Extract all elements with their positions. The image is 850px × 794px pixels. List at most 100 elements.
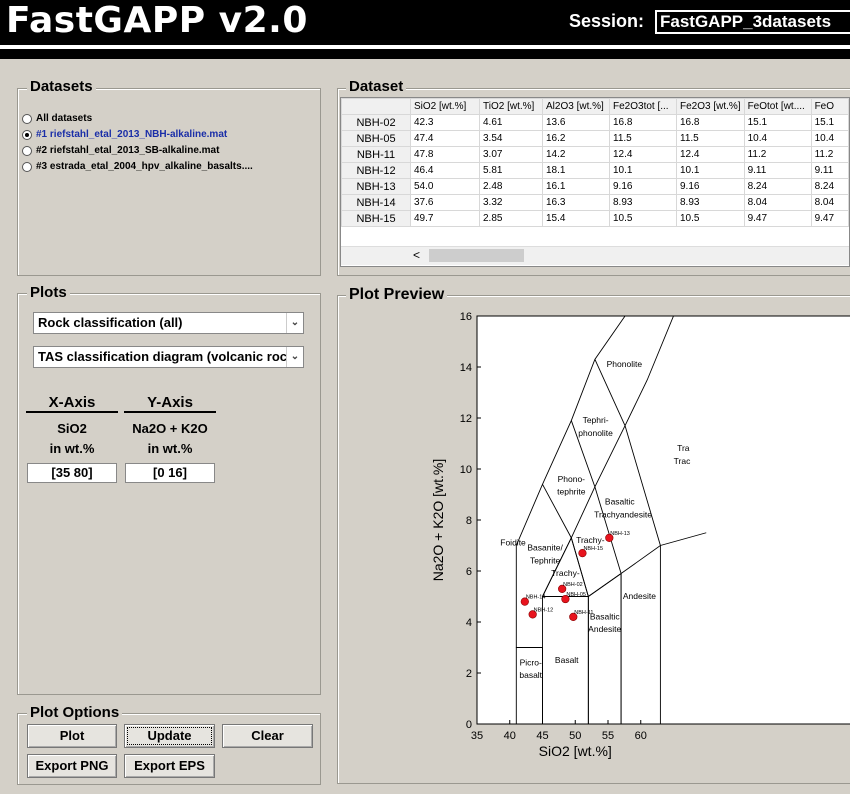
table-cell[interactable]: 11.2 bbox=[810, 146, 849, 163]
radio-button[interactable] bbox=[22, 145, 32, 156]
table-cell[interactable]: 3.07 bbox=[479, 146, 543, 163]
table-cell[interactable]: 10.1 bbox=[609, 162, 677, 179]
chevron-down-icon[interactable]: ⌄ bbox=[286, 313, 303, 333]
table-cell[interactable]: 4.61 bbox=[479, 114, 543, 131]
table-cell[interactable]: 54.0 bbox=[410, 178, 480, 195]
table-row[interactable]: NBH-14 37.6 3.32 16.3 8.93 8.93 8.04 8.04 bbox=[341, 194, 849, 211]
table-cell[interactable]: 8.93 bbox=[609, 194, 677, 211]
plot-category-select[interactable]: Rock classification (all) ⌄ bbox=[33, 312, 304, 334]
table-cell[interactable]: 8.04 bbox=[810, 194, 849, 211]
table-cell[interactable]: 18.1 bbox=[542, 162, 610, 179]
table-cell[interactable]: 10.5 bbox=[676, 210, 745, 227]
column-header[interactable]: SiO2 [wt.%] bbox=[410, 98, 480, 115]
table-cell[interactable]: 10.4 bbox=[810, 130, 849, 147]
table-cell[interactable]: 10.5 bbox=[609, 210, 677, 227]
row-header[interactable]: NBH-14 bbox=[341, 194, 411, 211]
table-cell[interactable]: 37.6 bbox=[410, 194, 480, 211]
table-cell[interactable]: 47.4 bbox=[410, 130, 480, 147]
table-cell[interactable]: 11.5 bbox=[609, 130, 677, 147]
column-header[interactable]: FeO bbox=[810, 98, 849, 115]
y-axis-limits-input[interactable]: [0 16] bbox=[125, 463, 215, 483]
table-cell[interactable]: 9.47 bbox=[810, 210, 849, 227]
table-cell[interactable]: 13.6 bbox=[542, 114, 610, 131]
x-axis-limits-input[interactable]: [35 80] bbox=[27, 463, 117, 483]
data-point[interactable] bbox=[578, 549, 587, 558]
data-point[interactable] bbox=[520, 597, 529, 606]
table-cell[interactable]: 15.1 bbox=[810, 114, 849, 131]
table-cell[interactable]: 47.8 bbox=[410, 146, 480, 163]
row-header[interactable]: NBH-12 bbox=[341, 162, 411, 179]
table-cell[interactable]: 11.5 bbox=[676, 130, 745, 147]
radio-button-selected[interactable] bbox=[22, 129, 32, 140]
table-cell[interactable]: 8.24 bbox=[743, 178, 812, 195]
update-button[interactable]: Update bbox=[124, 724, 215, 748]
data-point[interactable] bbox=[558, 584, 567, 593]
dataset-option-2[interactable]: #2 riefstahl_etal_2013_SB-alkaline.mat bbox=[22, 145, 219, 156]
table-cell[interactable]: 9.16 bbox=[609, 178, 677, 195]
dataset-option-3[interactable]: #3 estrada_etal_2004_hpv_alkaline_basalt… bbox=[22, 161, 253, 172]
table-cell[interactable]: 8.24 bbox=[810, 178, 849, 195]
table-cell[interactable]: 16.8 bbox=[609, 114, 677, 131]
radio-button[interactable] bbox=[22, 113, 32, 124]
table-cell[interactable]: 5.81 bbox=[479, 162, 543, 179]
session-field[interactable]: FastGAPP_3datasets bbox=[655, 10, 850, 34]
column-header[interactable]: Al2O3 [wt.%] bbox=[542, 98, 610, 115]
table-cell[interactable]: 11.2 bbox=[743, 146, 812, 163]
column-header[interactable]: TiO2 [wt.%] bbox=[479, 98, 543, 115]
table-row[interactable]: NBH-05 47.4 3.54 16.2 11.5 11.5 10.4 10.4 bbox=[341, 130, 849, 147]
column-header[interactable]: Fe2O3 [wt.%] bbox=[676, 98, 745, 115]
table-cell[interactable]: 3.54 bbox=[479, 130, 543, 147]
data-point[interactable] bbox=[561, 594, 570, 604]
dataset-table-container[interactable]: SiO2 [wt.%] TiO2 [wt.%] Al2O3 [wt.%] Fe2… bbox=[340, 97, 850, 267]
table-cell[interactable]: 49.7 bbox=[410, 210, 480, 227]
dataset-option-1[interactable]: #1 riefstahl_etal_2013_NBH-alkaline.mat bbox=[22, 129, 227, 140]
data-point[interactable] bbox=[605, 533, 614, 542]
plot-diagram-select[interactable]: TAS classification diagram (volcanic roc… bbox=[33, 346, 304, 368]
table-cell[interactable]: 9.11 bbox=[810, 162, 849, 179]
table-cell[interactable]: 8.04 bbox=[743, 194, 812, 211]
table-cell[interactable]: 12.4 bbox=[676, 146, 745, 163]
table-cell[interactable]: 16.3 bbox=[542, 194, 610, 211]
row-header[interactable]: NBH-11 bbox=[341, 146, 411, 163]
dataset-table[interactable]: SiO2 [wt.%] TiO2 [wt.%] Al2O3 [wt.%] Fe2… bbox=[341, 98, 849, 227]
data-point[interactable] bbox=[528, 610, 537, 619]
export-eps-button[interactable]: Export EPS bbox=[124, 754, 215, 778]
table-row[interactable]: NBH-11 47.8 3.07 14.2 12.4 12.4 11.2 11.2 bbox=[341, 146, 849, 163]
table-cell[interactable]: 15.1 bbox=[743, 114, 812, 131]
table-cell[interactable]: 9.16 bbox=[676, 178, 745, 195]
table-row[interactable]: NBH-15 49.7 2.85 15.4 10.5 10.5 9.47 9.47 bbox=[341, 210, 849, 227]
column-header[interactable]: FeOtot [wt.... bbox=[743, 98, 812, 115]
row-header[interactable]: NBH-13 bbox=[341, 178, 411, 195]
dataset-option-all[interactable]: All datasets bbox=[22, 113, 92, 124]
row-header[interactable]: NBH-15 bbox=[341, 210, 411, 227]
table-cell[interactable]: 2.85 bbox=[479, 210, 543, 227]
column-header[interactable]: Fe2O3tot [... bbox=[609, 98, 677, 115]
table-cell[interactable]: 2.48 bbox=[479, 178, 543, 195]
table-cell[interactable]: 9.47 bbox=[743, 210, 812, 227]
table-cell[interactable]: 3.32 bbox=[479, 194, 543, 211]
row-header[interactable]: NBH-02 bbox=[341, 114, 411, 131]
radio-button[interactable] bbox=[22, 161, 32, 172]
row-header[interactable]: NBH-05 bbox=[341, 130, 411, 147]
table-cell[interactable]: 10.4 bbox=[743, 130, 812, 147]
table-cell[interactable]: 16.1 bbox=[542, 178, 610, 195]
plot-button[interactable]: Plot bbox=[27, 724, 117, 748]
table-cell[interactable]: 14.2 bbox=[542, 146, 610, 163]
chevron-down-icon[interactable]: ⌄ bbox=[286, 347, 303, 367]
table-cell[interactable]: 42.3 bbox=[410, 114, 480, 131]
clear-button[interactable]: Clear bbox=[222, 724, 313, 748]
table-cell[interactable]: 8.93 bbox=[676, 194, 745, 211]
data-point[interactable] bbox=[569, 612, 578, 622]
table-row[interactable]: NBH-13 54.0 2.48 16.1 9.16 9.16 8.24 8.24 bbox=[341, 178, 849, 195]
horizontal-scrollbar[interactable]: < bbox=[341, 246, 849, 265]
table-row[interactable]: NBH-02 42.3 4.61 13.6 16.8 16.8 15.1 15.1 bbox=[341, 114, 849, 131]
table-cell[interactable]: 12.4 bbox=[609, 146, 677, 163]
table-cell[interactable]: 46.4 bbox=[410, 162, 480, 179]
table-cell[interactable]: 16.2 bbox=[542, 130, 610, 147]
scroll-left-arrow[interactable]: < bbox=[413, 248, 421, 262]
table-cell[interactable]: 10.1 bbox=[676, 162, 745, 179]
export-png-button[interactable]: Export PNG bbox=[27, 754, 117, 778]
table-cell[interactable]: 16.8 bbox=[676, 114, 745, 131]
table-cell[interactable]: 15.4 bbox=[542, 210, 610, 227]
